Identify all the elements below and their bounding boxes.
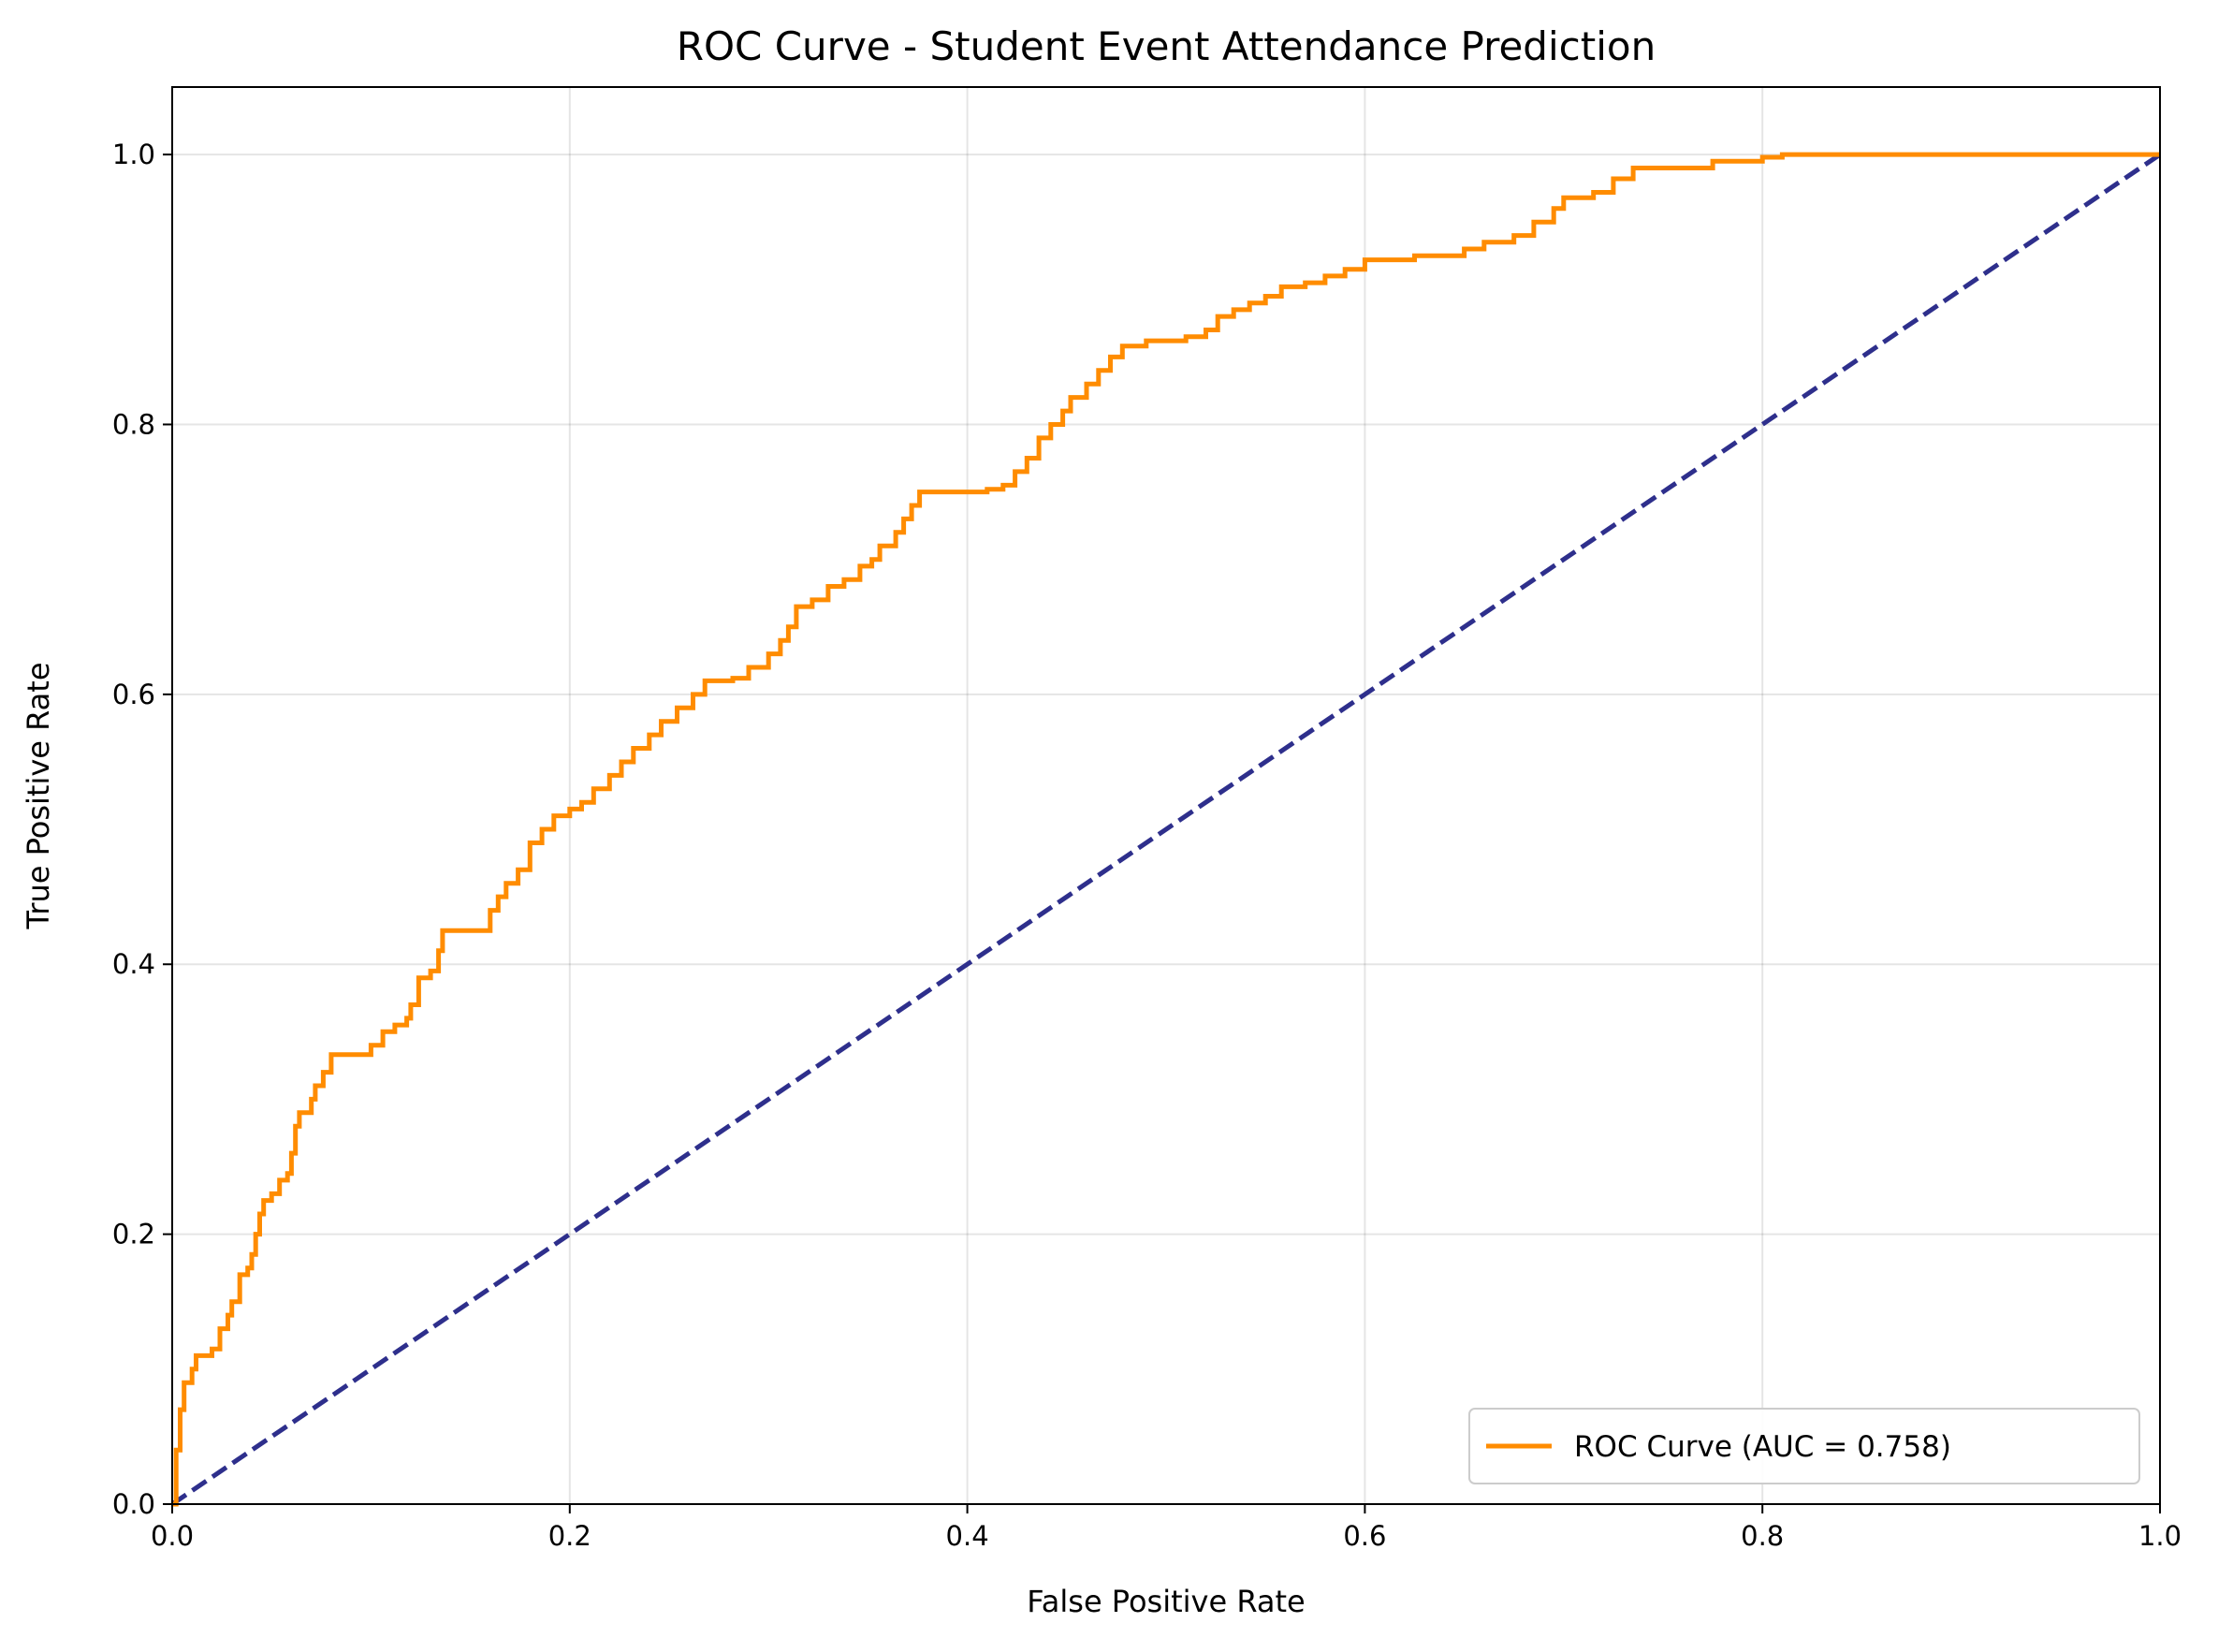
x-tick-label: 0.0 bbox=[151, 1520, 194, 1552]
chart-title: ROC Curve - Student Event Attendance Pre… bbox=[677, 23, 1656, 69]
y-tick-label: 0.2 bbox=[112, 1219, 155, 1250]
y-tick-label: 1.0 bbox=[112, 139, 155, 170]
y-tick-label: 0.8 bbox=[112, 408, 155, 440]
plot-frame bbox=[171, 86, 2161, 1505]
y-tick-label: 0.0 bbox=[112, 1488, 155, 1520]
legend-box bbox=[1468, 1408, 2140, 1484]
roc-curve-line bbox=[172, 152, 2160, 1507]
x-tick-label: 0.4 bbox=[946, 1520, 989, 1552]
legend-label: ROC Curve (AUC = 0.758) bbox=[1574, 1430, 1951, 1464]
x-axis-title: False Positive Rate bbox=[1027, 1584, 1305, 1619]
x-tick-label: 0.6 bbox=[1343, 1520, 1386, 1552]
x-tick-label: 0.2 bbox=[548, 1520, 591, 1552]
ticks: 0.0 0.2 0.4 0.6 0.8 1.0 0.0 0.2 0.4 0.6 0.8 1.0 bbox=[112, 139, 2182, 1552]
y-axis-title: True Positive Rate bbox=[21, 662, 56, 929]
random-classifier-line bbox=[170, 153, 2162, 1507]
y-tick-label: 0.6 bbox=[112, 679, 155, 710]
x-tick-label: 1.0 bbox=[2138, 1520, 2182, 1552]
series-layer bbox=[170, 152, 2162, 1507]
legend: ROC Curve (AUC = 0.758) bbox=[1468, 1408, 2140, 1484]
x-tick-label: 0.8 bbox=[1741, 1520, 1784, 1552]
y-tick-label: 0.4 bbox=[112, 948, 155, 980]
